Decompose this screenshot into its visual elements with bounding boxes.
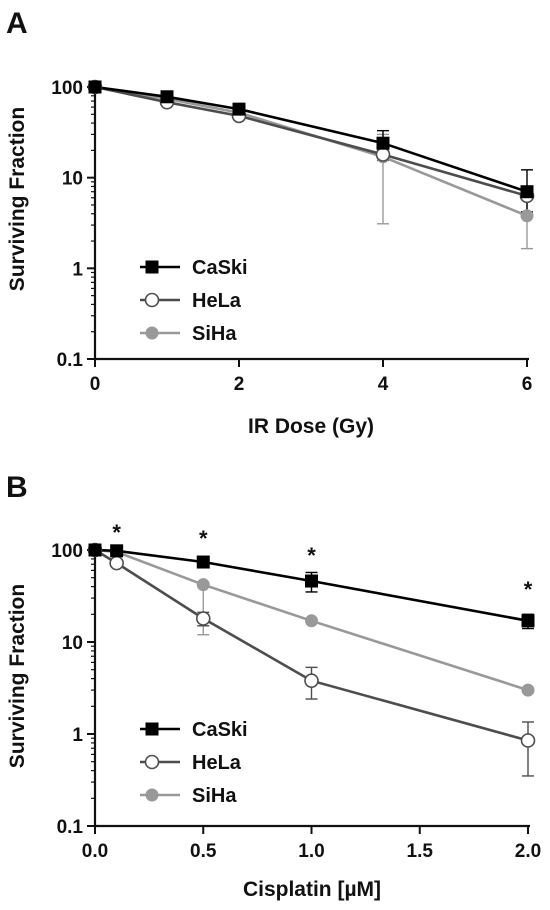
data-point: [520, 185, 534, 199]
data-point: [88, 80, 102, 94]
significance-star: *: [199, 526, 208, 551]
data-point: [145, 722, 159, 736]
y-tick-label: 1: [72, 725, 83, 746]
x-tick-label: 6: [522, 374, 533, 395]
legend-label: HeLa: [192, 752, 242, 774]
panel-label: A: [6, 7, 28, 40]
x-tick-label: 0.0: [82, 841, 108, 862]
data-point: [520, 209, 534, 223]
panel-b: B Surviving Fraction Cisplatin [µM] 0.1 1…: [6, 471, 541, 901]
data-point: [160, 90, 174, 104]
panel-a: A Surviving Fraction IR Dose (Gy) 0.1 1 10…: [6, 7, 535, 438]
data-point: [110, 544, 124, 558]
data-point: [520, 733, 536, 748]
legend: CaSki HeLa SiHa: [140, 719, 248, 807]
y-tick-label: 10: [62, 169, 83, 190]
data-point: [521, 683, 535, 697]
legend-label: CaSki: [192, 719, 248, 741]
y-tick-label: 10: [62, 633, 83, 654]
data-point: [232, 102, 246, 116]
axes: 0.1 1 10 100 0 2 4 6: [51, 78, 532, 395]
legend-label: SiHa: [192, 785, 237, 807]
data-point: [304, 673, 319, 688]
data-point: [195, 611, 211, 626]
x-tick-label: 0.5: [190, 841, 217, 862]
data-point: [88, 543, 102, 557]
data-point: [109, 555, 124, 571]
data-point: [521, 614, 535, 628]
significance-star: *: [112, 520, 121, 545]
y-axis-title: Surviving Fraction: [6, 584, 29, 768]
legend: CaSki HeLa SiHa: [140, 257, 248, 345]
x-axis-title: Cisplatin [µM]: [243, 878, 381, 901]
x-tick-label: 2.0: [515, 841, 541, 862]
x-tick-label: 4: [378, 374, 389, 395]
axes: 0.1 1 10 100 0.0 0.5 1.0 1.5 2.0: [51, 541, 541, 862]
x-tick-label: 1.0: [298, 841, 324, 862]
legend-label: HeLa: [192, 290, 242, 312]
y-tick-label: 1: [72, 259, 83, 280]
data-point: [305, 574, 318, 588]
annotations: * * * *: [112, 520, 532, 602]
data-point: [305, 614, 318, 628]
series-line: [94, 85, 528, 218]
data-point: [145, 788, 159, 802]
data-point: [196, 555, 210, 569]
data-point: [376, 136, 390, 150]
data-point: [144, 292, 160, 308]
significance-star: *: [524, 577, 533, 602]
x-tick-label: 1.5: [407, 841, 434, 862]
x-tick-label: 0: [90, 374, 101, 395]
y-tick-label: 100: [51, 541, 83, 562]
y-tick-label: 0.1: [57, 350, 84, 371]
data-point: [145, 326, 159, 340]
y-tick-label: 100: [51, 78, 83, 99]
significance-star: *: [307, 543, 316, 568]
y-axis-title: Surviving Fraction: [6, 107, 29, 291]
legend-label: SiHa: [192, 323, 237, 345]
series-layer: [87, 542, 536, 777]
y-tick-label: 0.1: [57, 817, 84, 838]
panel-label: B: [6, 471, 28, 504]
legend-label: CaSki: [192, 257, 248, 279]
data-point: [196, 578, 210, 592]
series-layer: [87, 79, 535, 250]
x-axis-title: IR Dose (Gy): [248, 415, 374, 438]
data-point: [144, 754, 160, 770]
data-point: [145, 260, 159, 274]
x-tick-label: 2: [234, 374, 245, 395]
data-point: [375, 147, 391, 162]
